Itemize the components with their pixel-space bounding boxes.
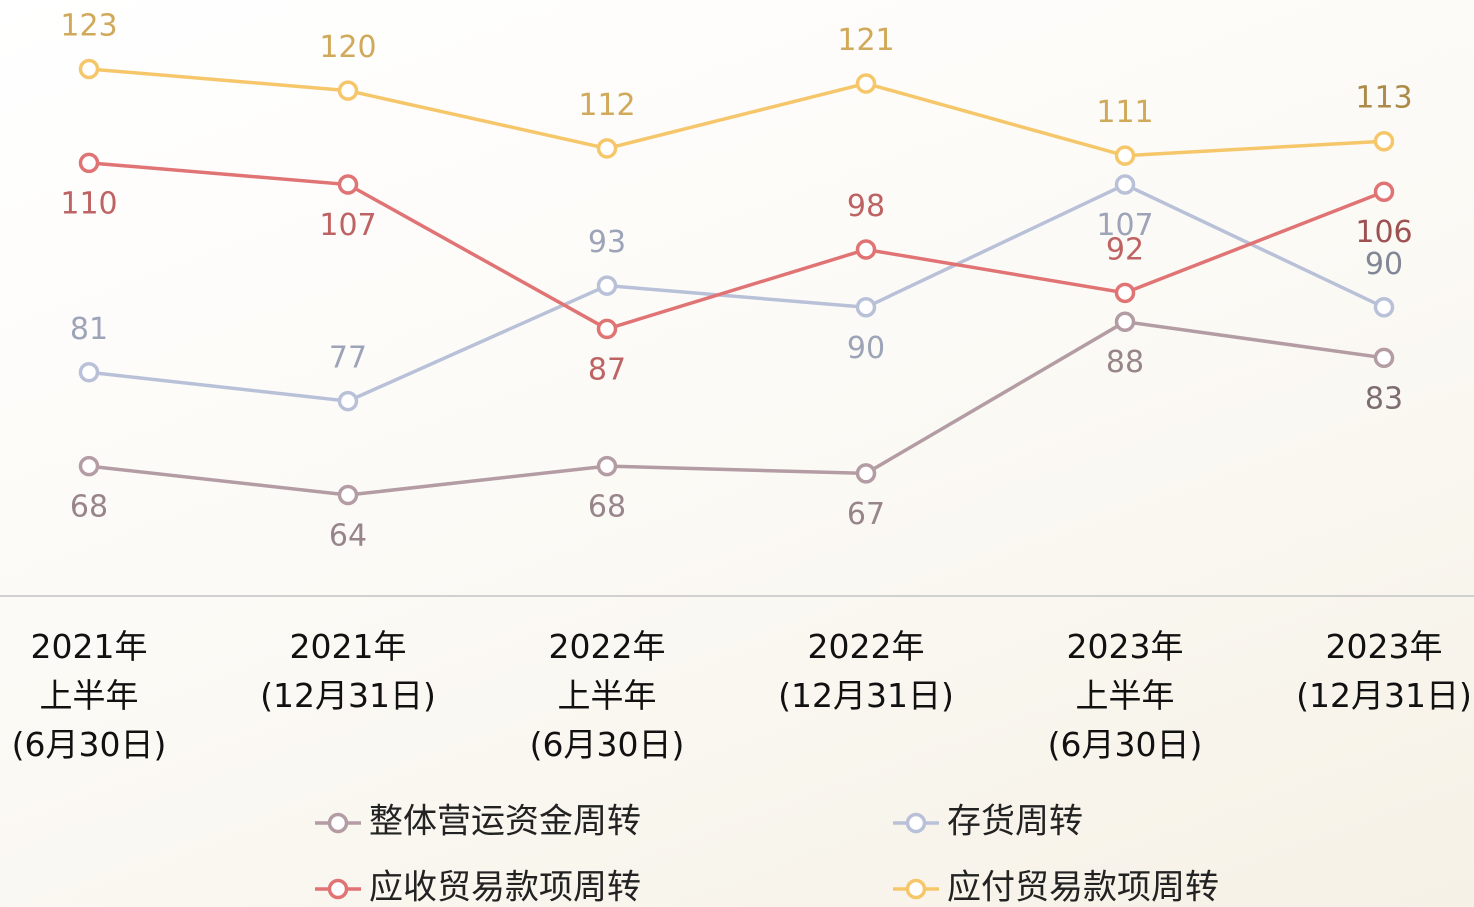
x-tick-label: 2023年 (12月31日) [1296,627,1472,715]
data-label: 64 [329,519,367,554]
x-tick-label: 2022年 (12月31日) [778,627,954,715]
series-line [88,67,1385,158]
point [855,463,877,484]
point [78,362,100,383]
legend-marker [905,812,927,834]
data-label: 107 [319,208,376,243]
data-label: 88 [1106,345,1144,380]
data-label: 110 [60,186,117,221]
data-label: 68 [70,490,108,525]
point [855,297,877,318]
legend-label: 应付贸易款项周转 [947,868,1219,907]
point [1373,297,1395,318]
legend-label: 整体营运资金周转 [369,802,641,842]
data-label: 98 [847,189,885,224]
data-label: 121 [837,23,894,58]
data-label: 107 [1096,208,1153,243]
series-line [88,182,1385,403]
data-label: 112 [578,88,635,123]
x-tick-label: 2021年 上半年 (6月30日) [11,627,167,764]
data-label: 90 [847,331,885,366]
series-line [88,161,1385,331]
point [1114,311,1136,332]
point [337,80,359,101]
data-label: 111 [1096,95,1153,130]
legend-marker [327,812,349,834]
point [337,484,359,506]
series-line [88,319,1385,497]
data-label: 83 [1365,381,1403,416]
data-label: 81 [70,312,108,347]
point [1114,174,1136,195]
point [1114,282,1136,304]
data-label: 67 [847,497,885,532]
x-tick-label: 2021年 (12月31日) [260,627,436,715]
data-label: 106 [1355,215,1412,250]
data-label: 92 [1106,232,1144,267]
x-tick-label: 2022年 上半年 (6月30日) [529,627,685,764]
legend-label: 存货周转 [947,802,1083,842]
point [855,73,877,94]
data-label: 120 [319,30,376,65]
point [78,58,100,80]
legend-marker [327,878,349,900]
point [596,275,618,296]
data-label: 68 [588,490,626,525]
point [1114,145,1136,166]
legend-label: 应收贸易款项周转 [369,868,641,907]
data-label: 113 [1355,81,1412,116]
data-label: 93 [588,225,626,260]
point [1373,181,1395,202]
point [337,174,359,195]
data-label: 87 [588,352,626,387]
data-label: 77 [329,341,367,376]
point [855,239,877,260]
point [337,390,359,412]
data-label: 123 [60,9,117,44]
point [596,138,618,159]
point [596,318,618,340]
point [596,455,618,477]
data-label: 90 [1365,247,1403,282]
x-tick-label: 2023年 上半年 (6月30日) [1047,627,1203,764]
point [78,455,100,477]
legend-marker [905,878,927,900]
point [78,152,100,174]
point [1373,347,1395,369]
point [1373,130,1395,152]
